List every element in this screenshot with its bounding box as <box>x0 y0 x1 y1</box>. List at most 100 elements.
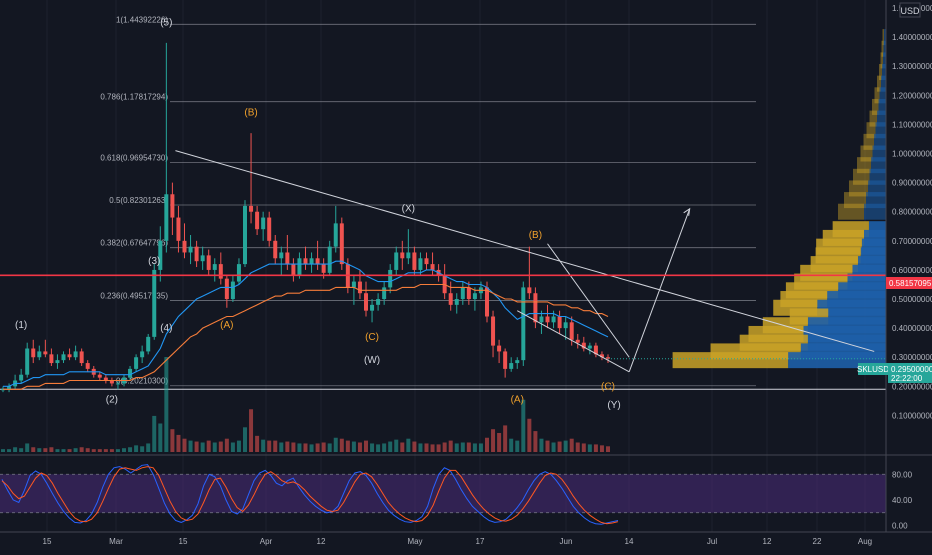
horizontal-red-line <box>0 274 886 360</box>
volume-bar <box>97 449 102 452</box>
volume-bar <box>115 449 120 452</box>
wave-label: (1) <box>15 320 27 331</box>
volume-profile-bar-sell-upper <box>860 145 873 162</box>
price-tick-label: 1.00000000 <box>892 150 932 159</box>
candle-body <box>491 316 496 346</box>
moving-averages <box>3 260 609 390</box>
fib-level-label: 0.5(0.82301263) <box>109 196 168 205</box>
candle-body <box>357 281 362 294</box>
candle-body <box>394 252 399 270</box>
volume-profile-bar-sell-upper <box>863 133 874 150</box>
candle-body <box>539 316 544 323</box>
volume-bar <box>158 423 163 452</box>
volume-profile-bar-buy-upper <box>883 40 886 57</box>
volume-bar <box>194 441 199 452</box>
volume-bar <box>224 438 229 452</box>
red-line-price-label: 0.58157095 <box>889 279 932 288</box>
wave-label: (2) <box>106 394 118 405</box>
volume-profile-bar-sell-upper <box>857 157 871 174</box>
candle-body <box>400 252 405 259</box>
volume-bar <box>19 448 24 452</box>
time-tick-label: 14 <box>625 537 634 546</box>
candle-body <box>315 258 320 265</box>
candle-body <box>97 374 102 378</box>
trendline <box>517 310 630 373</box>
volume-bar <box>13 447 18 452</box>
price-tick-label: 1.10000000 <box>892 120 932 129</box>
candle-body <box>218 264 223 279</box>
candle-body <box>176 217 181 241</box>
volume-bar <box>406 438 411 452</box>
volume-bar <box>376 444 381 452</box>
candle-body <box>333 223 338 247</box>
volume-bar <box>606 446 610 452</box>
candle-body <box>267 217 272 241</box>
candle-body <box>115 383 120 385</box>
volume-bar <box>279 442 284 452</box>
volume-profile-bar-buy-upper <box>878 98 886 115</box>
volume-profile-bar-buy-upper <box>883 52 886 69</box>
volume-bar <box>140 446 145 452</box>
volume-bar <box>345 440 350 452</box>
volume-bar <box>478 443 483 452</box>
volume-bar <box>267 440 272 452</box>
candle-body <box>255 211 260 230</box>
time-tick-label: 15 <box>43 537 52 546</box>
volume-bar <box>527 418 532 452</box>
volume-bar <box>79 447 84 452</box>
fib-level-label: 0.382(0.67647796) <box>100 239 168 248</box>
volume-profile-bar-sell-upper <box>866 122 876 139</box>
volume-bar <box>236 440 241 452</box>
volume-bar <box>61 449 66 452</box>
time-axis: 15 Mar 15 Apr 12 May 17 Jun 14 Jul 12 22 Aug <box>0 531 932 546</box>
ema-fast-line <box>3 260 609 387</box>
volume-bar <box>364 440 368 452</box>
volume-bar <box>122 448 126 452</box>
countdown-label: 22:22:00 <box>891 374 923 383</box>
volume-profile-bar-sell-upper <box>872 98 879 115</box>
candle-body <box>200 255 205 262</box>
price-tick-label: 1.40000000 <box>892 33 932 42</box>
volume-bar <box>575 442 580 452</box>
projection-arrow-head <box>683 207 691 216</box>
candle-body <box>128 368 133 378</box>
candle-body <box>563 322 568 329</box>
volume-bar <box>460 442 465 452</box>
candle-body <box>164 194 169 241</box>
volume-bar <box>164 357 169 452</box>
time-tick-label: May <box>407 537 422 546</box>
candle-body <box>472 293 477 300</box>
candle-body <box>364 293 368 311</box>
time-tick-label: Aug <box>858 537 872 546</box>
volume-bar <box>515 440 520 452</box>
volume-bar <box>351 441 356 452</box>
volume-bar <box>388 441 393 452</box>
volume-bar <box>539 438 544 452</box>
volume-bar <box>255 435 260 452</box>
price-tick-label: 0.20000000 <box>892 382 932 391</box>
volume-bar <box>67 449 72 452</box>
volume-bar <box>43 448 48 452</box>
fib-level-label: 1(1.44392226) <box>116 15 168 24</box>
volume-profile-bar-sell-upper <box>869 110 877 127</box>
wave-label: (3) <box>148 256 160 267</box>
candle-body <box>569 322 574 340</box>
volume-profile-bar-buy-upper <box>877 110 886 127</box>
volume-bar <box>472 443 477 452</box>
volume-bar <box>442 442 447 452</box>
candle-body <box>103 377 108 381</box>
wave-label: (C) <box>601 381 615 392</box>
volume-bar <box>370 443 375 452</box>
candle-body <box>497 345 502 352</box>
volume-bar <box>182 438 187 452</box>
candle-body <box>146 336 151 352</box>
trendline <box>628 208 691 372</box>
candle-body <box>297 258 302 276</box>
fib-level-label: 0.618(0.96954730) <box>100 153 168 162</box>
volume-bar <box>146 443 151 452</box>
candle-body <box>575 339 580 343</box>
volume-bar <box>37 448 42 452</box>
volume-bar <box>303 443 308 452</box>
volume-bar <box>73 448 78 452</box>
